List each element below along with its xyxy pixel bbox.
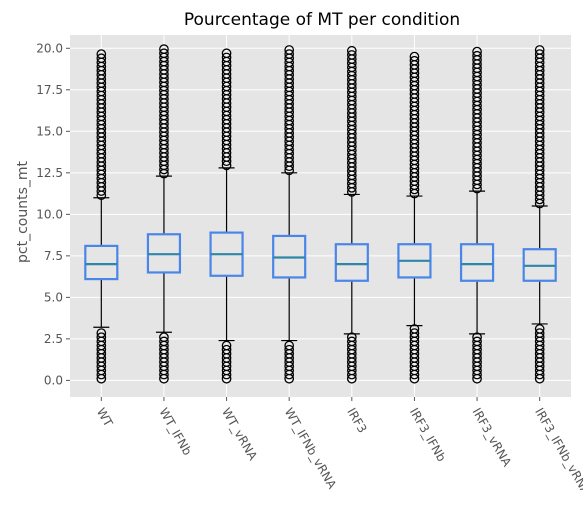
box-IRF3_vRNA — [459, 46, 495, 384]
outlier-point — [409, 51, 420, 62]
y-tick-label: 20.0 — [36, 41, 63, 55]
outlier-point — [159, 48, 169, 59]
outlier-point — [284, 49, 295, 59]
outlier-point — [409, 55, 420, 66]
outlier-point — [409, 328, 420, 338]
outlier-point — [96, 53, 107, 64]
boxes — [84, 44, 557, 384]
outlier-point — [346, 336, 357, 347]
outlier-point — [534, 45, 545, 55]
outlier-point — [159, 44, 169, 54]
box-IRF3_IFNb_vRNA — [522, 45, 557, 384]
y-tick-label: 5.0 — [44, 290, 63, 304]
outlier-point — [534, 49, 545, 59]
x-tick-label: WT_IFNb_vRNA — [282, 406, 340, 492]
outlier-point — [221, 344, 232, 355]
x-tick-label: IRF3 — [344, 406, 369, 436]
outlier-point — [221, 48, 232, 59]
outlier-point — [284, 340, 295, 351]
outlier-point — [472, 50, 482, 61]
outlier-point — [96, 332, 107, 343]
y-tick-label: 2.5 — [44, 332, 63, 346]
x-tick-label: IRF3_IFNb — [407, 406, 449, 464]
outlier-point — [472, 46, 482, 57]
box-IRF3 — [334, 45, 369, 384]
box-IRF3_IFNb — [397, 51, 432, 384]
y-tick-label: 12.5 — [36, 166, 63, 180]
outlier-point — [96, 328, 107, 338]
outlier-point — [221, 340, 232, 351]
y-tick-label: 17.5 — [36, 83, 63, 97]
x-tick-label: WT_IFNb — [156, 406, 194, 458]
outlier-point — [221, 52, 232, 63]
x-tick-label: WT_vRNA — [219, 406, 260, 464]
outlier-point — [472, 336, 482, 347]
chart-title: Pourcentage of MT per condition — [184, 10, 460, 30]
y-tick-label: 10.0 — [36, 207, 63, 221]
outlier-point — [534, 328, 545, 338]
y-tick-label: 15.0 — [36, 124, 63, 138]
outlier-point — [284, 344, 295, 355]
plot-area — [70, 35, 571, 397]
outlier-point — [96, 49, 107, 59]
outlier-point — [534, 324, 545, 334]
outlier-point — [346, 50, 357, 60]
x-tick-label: IRF3_IFNb_vRNA — [532, 406, 583, 499]
box-WT_vRNA — [209, 48, 244, 384]
outlier-point — [346, 45, 357, 56]
outlier-point — [159, 332, 169, 343]
y-axis: 0.0 2.5 5.0 7.5 10.0 12.5 15.0 17.5 20.0 — [36, 41, 70, 387]
x-tick-label: WT — [94, 406, 116, 430]
box-iqr — [459, 243, 495, 282]
box-iqr — [334, 243, 369, 282]
box-WT_IFNb_vRNA — [272, 45, 307, 384]
y-tick-label: 0.0 — [44, 373, 63, 387]
outlier-point — [159, 336, 169, 347]
x-axis: WT WT_IFNb WT_vRNA WT_IFNb_vRNA IRF3 IRF3_IFN… — [94, 397, 583, 498]
box-WT_IFNb — [146, 44, 182, 384]
box-WT — [84, 49, 119, 384]
x-tick-label: IRF3_vRNA — [469, 406, 514, 470]
box-iqr — [84, 244, 119, 281]
y-axis-label: pct_counts_mt — [15, 160, 31, 263]
outlier-point — [284, 45, 295, 55]
y-tick-label: 7.5 — [44, 249, 63, 263]
